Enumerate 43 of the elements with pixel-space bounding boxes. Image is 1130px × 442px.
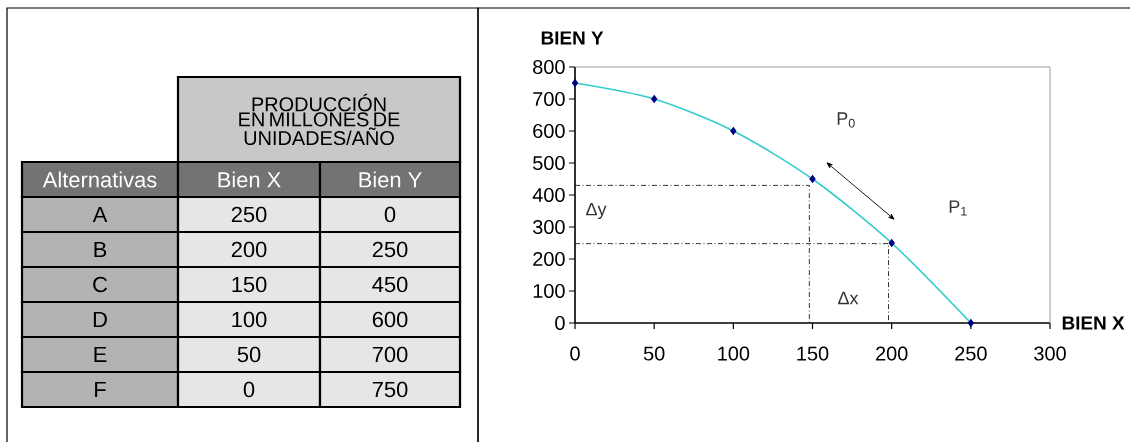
y-axis-title: Alternativas (42, 171, 157, 188)
data-label: 0 (243, 381, 255, 398)
data-label: 450 (372, 276, 408, 293)
annotation: P$_{1}$ (949, 200, 967, 216)
y-tick-label: D (93, 311, 107, 328)
y-tick-label: 100 (533, 283, 565, 299)
data-label: 200 (231, 241, 267, 258)
x-tick-label: 250 (955, 346, 987, 361)
data-label: 250 (372, 241, 408, 258)
data-label: 600 (372, 311, 408, 328)
data-label: 150 (232, 276, 267, 293)
data-label: 700 (372, 346, 408, 363)
data-label: 750 (372, 381, 408, 398)
annotation: Δx (838, 291, 859, 305)
data-label: 0 (384, 206, 396, 223)
y-tick-label: 600 (533, 123, 565, 139)
y-tick-label: 300 (533, 219, 565, 235)
x-tick-label: Bien Y (359, 171, 422, 188)
x-tick-label: 150 (797, 346, 829, 361)
y-tick-label: 700 (533, 91, 565, 107)
y-tick-label: B (94, 241, 107, 258)
chart-title: PRODUCCIÓN EN MILLONES DE UNIDADES/AÑO (239, 93, 400, 146)
data-label: 100 (232, 311, 267, 328)
x-tick-label: 50 (643, 346, 665, 361)
x-tick-label: Bien X (218, 171, 281, 188)
y-tick-label: F (95, 381, 106, 398)
annotation: P$_{0}$ (837, 112, 855, 128)
x-tick-label: 200 (876, 346, 908, 361)
y-axis-title: BIEN Y (541, 31, 604, 45)
x-tick-label: 0 (570, 346, 580, 361)
x-tick-label: 300 (1034, 346, 1066, 361)
y-tick-label: E (94, 346, 107, 363)
y-tick-label: 800 (533, 59, 565, 75)
y-tick-label: 400 (532, 187, 565, 203)
x-axis-title: BIEN X (1062, 316, 1125, 330)
x-tick-label: 100 (718, 346, 750, 361)
y-tick-label: 500 (533, 155, 565, 171)
annotation: Δy (586, 202, 607, 220)
y-tick-label: C (93, 276, 108, 293)
y-tick-label: 200 (533, 251, 565, 267)
y-tick-label: 0 (555, 315, 565, 331)
data-label: 250 (231, 206, 267, 223)
y-tick-label: A (92, 206, 108, 223)
